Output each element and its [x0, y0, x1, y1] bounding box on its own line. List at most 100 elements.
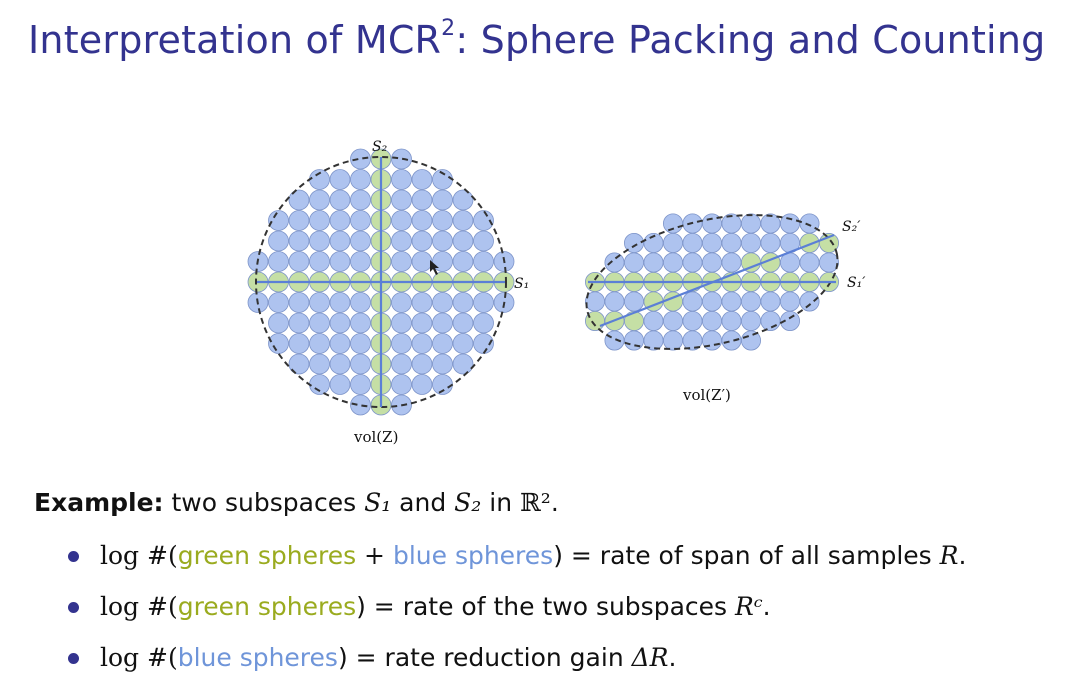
blue-sphere	[268, 312, 289, 334]
blue-sphere	[760, 291, 781, 312]
blue-sphere	[329, 353, 351, 375]
bullet-item-2: log #(green spheres) = rate of the two s…	[66, 587, 966, 638]
blue-sphere	[452, 251, 474, 272]
blue-sphere	[624, 330, 645, 351]
blue-sphere	[721, 252, 742, 273]
blue-sphere	[604, 291, 625, 312]
blue-sphere	[391, 210, 412, 231]
blue-sphere	[350, 189, 371, 211]
blue-sphere	[309, 353, 330, 375]
blue-sphere	[309, 292, 330, 313]
blue-sphere	[391, 189, 412, 211]
blue-sphere	[350, 353, 371, 375]
blue-sphere	[452, 333, 474, 354]
right-s2-label: S₂′	[842, 219, 861, 235]
left-volume-boundary	[255, 156, 507, 408]
blue-sphere	[473, 210, 494, 231]
left-s2-label: S₂	[372, 139, 388, 155]
blue-sphere	[452, 210, 474, 231]
blue-sphere	[643, 252, 664, 273]
blue-sphere	[411, 312, 433, 334]
blue-sphere	[309, 333, 330, 354]
blue-sphere	[643, 310, 664, 331]
blue-sphere	[329, 333, 351, 354]
blue-sphere	[350, 251, 371, 272]
blue-sphere	[780, 310, 801, 331]
blue-sphere	[411, 251, 433, 272]
blue-sphere	[391, 148, 412, 170]
right-sphere-cluster	[585, 213, 840, 351]
blue-sphere	[702, 232, 723, 253]
blue-sphere	[391, 251, 412, 272]
blue-sphere	[329, 292, 351, 313]
blue-sphere	[411, 169, 433, 190]
blue-sphere	[288, 353, 310, 375]
blue-sphere	[702, 252, 723, 273]
blue-sphere	[432, 210, 453, 231]
blue-sphere	[721, 330, 742, 351]
blue-sphere	[329, 169, 351, 190]
blue-sphere	[682, 310, 703, 331]
example-line: Example: two subspaces S₁ and S₂ in ℝ².	[34, 488, 559, 517]
blue-sphere	[350, 230, 371, 252]
blue-sphere	[799, 252, 820, 273]
bullet-item-1: log #(green spheres + blue spheres) = ra…	[66, 536, 966, 587]
blue-sphere	[288, 292, 310, 313]
blue-sphere	[624, 252, 645, 273]
blue-sphere	[350, 210, 371, 231]
left-caption: vol(Z)	[353, 428, 398, 446]
right-axis-s2	[599, 233, 835, 328]
blue-sphere	[309, 251, 330, 272]
blue-sphere	[452, 292, 474, 313]
blue-sphere	[682, 232, 703, 253]
blue-sphere	[329, 251, 351, 272]
bullet-item-3: log #(blue spheres) = rate reduction gai…	[66, 638, 966, 689]
blue-sphere	[288, 333, 310, 354]
blue-sphere	[452, 312, 474, 334]
blue-sphere	[309, 230, 330, 252]
right-s1-label: S₁′	[847, 275, 866, 291]
blue-sphere	[391, 353, 412, 375]
blue-sphere	[624, 291, 645, 312]
blue-sphere	[682, 291, 703, 312]
blue-sphere	[350, 148, 371, 170]
blue-sphere	[432, 292, 453, 313]
blue-sphere	[604, 330, 625, 351]
blue-sphere	[411, 189, 433, 211]
blue-sphere	[473, 251, 494, 272]
blue-sphere	[391, 292, 412, 313]
blue-sphere	[819, 252, 840, 273]
blue-sphere	[350, 394, 371, 416]
blue-sphere	[604, 252, 625, 273]
mouse-cursor-icon	[430, 260, 439, 275]
blue-sphere	[432, 353, 453, 375]
blue-sphere	[350, 333, 371, 354]
right-volume-boundary	[585, 214, 839, 350]
blue-sphere	[391, 333, 412, 354]
blue-sphere	[309, 312, 330, 334]
blue-sphere	[268, 292, 289, 313]
blue-sphere	[663, 252, 684, 273]
blue-sphere	[741, 310, 762, 331]
blue-sphere	[329, 230, 351, 252]
blue-sphere	[329, 312, 351, 334]
left-s1-label: S₁	[514, 276, 529, 292]
blue-sphere	[411, 210, 433, 231]
blue-sphere	[682, 252, 703, 273]
blue-sphere	[663, 232, 684, 253]
blue-sphere	[452, 353, 474, 375]
blue-sphere	[432, 189, 453, 211]
blue-sphere	[473, 230, 494, 252]
blue-sphere	[741, 232, 762, 253]
blue-sphere	[760, 310, 781, 331]
blue-sphere	[702, 310, 723, 331]
blue-sphere	[780, 213, 801, 234]
blue-sphere	[288, 230, 310, 252]
blue-sphere	[350, 169, 371, 190]
blue-sphere	[350, 312, 371, 334]
blue-sphere	[350, 374, 371, 395]
blue-sphere	[663, 310, 684, 331]
blue-sphere	[268, 230, 289, 252]
blue-sphere	[329, 374, 351, 395]
